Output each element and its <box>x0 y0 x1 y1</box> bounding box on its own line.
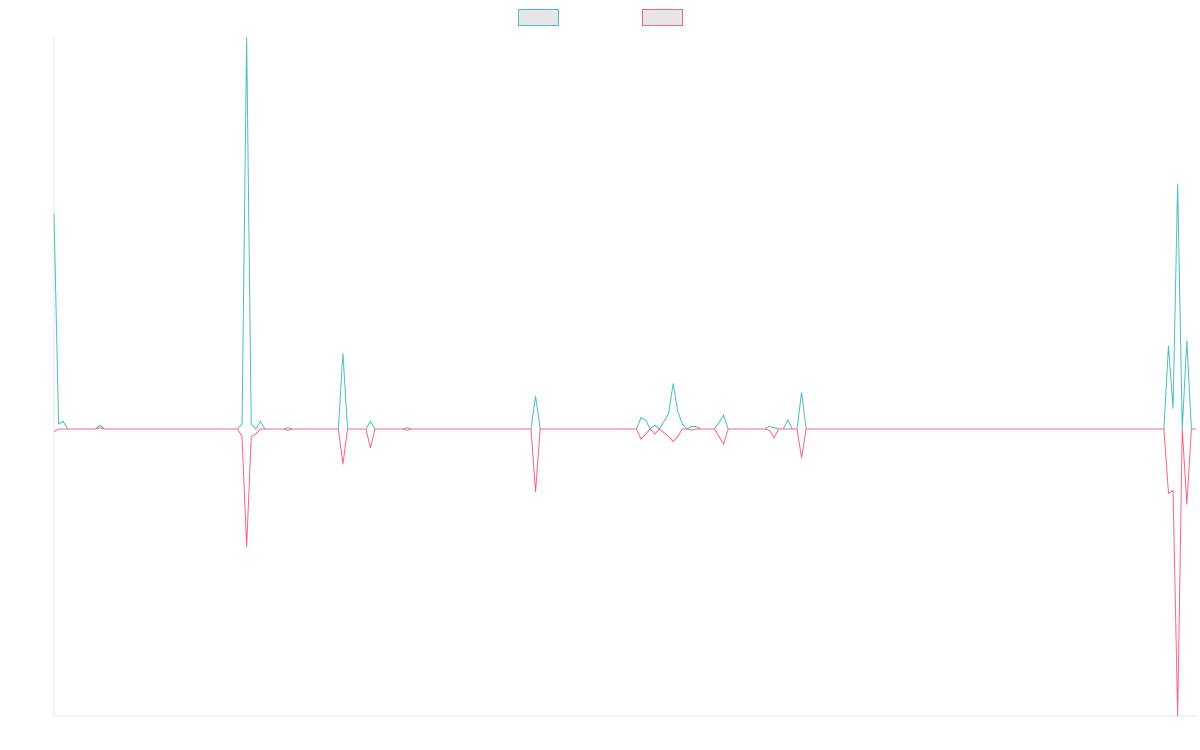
series-line-1 <box>53 36 1196 430</box>
series-line-2 <box>53 427 1196 717</box>
axes <box>53 37 1196 717</box>
legend <box>518 9 683 26</box>
legend-swatch-2[interactable] <box>642 9 683 26</box>
legend-swatch-1[interactable] <box>518 9 559 26</box>
series-area <box>53 36 1196 717</box>
